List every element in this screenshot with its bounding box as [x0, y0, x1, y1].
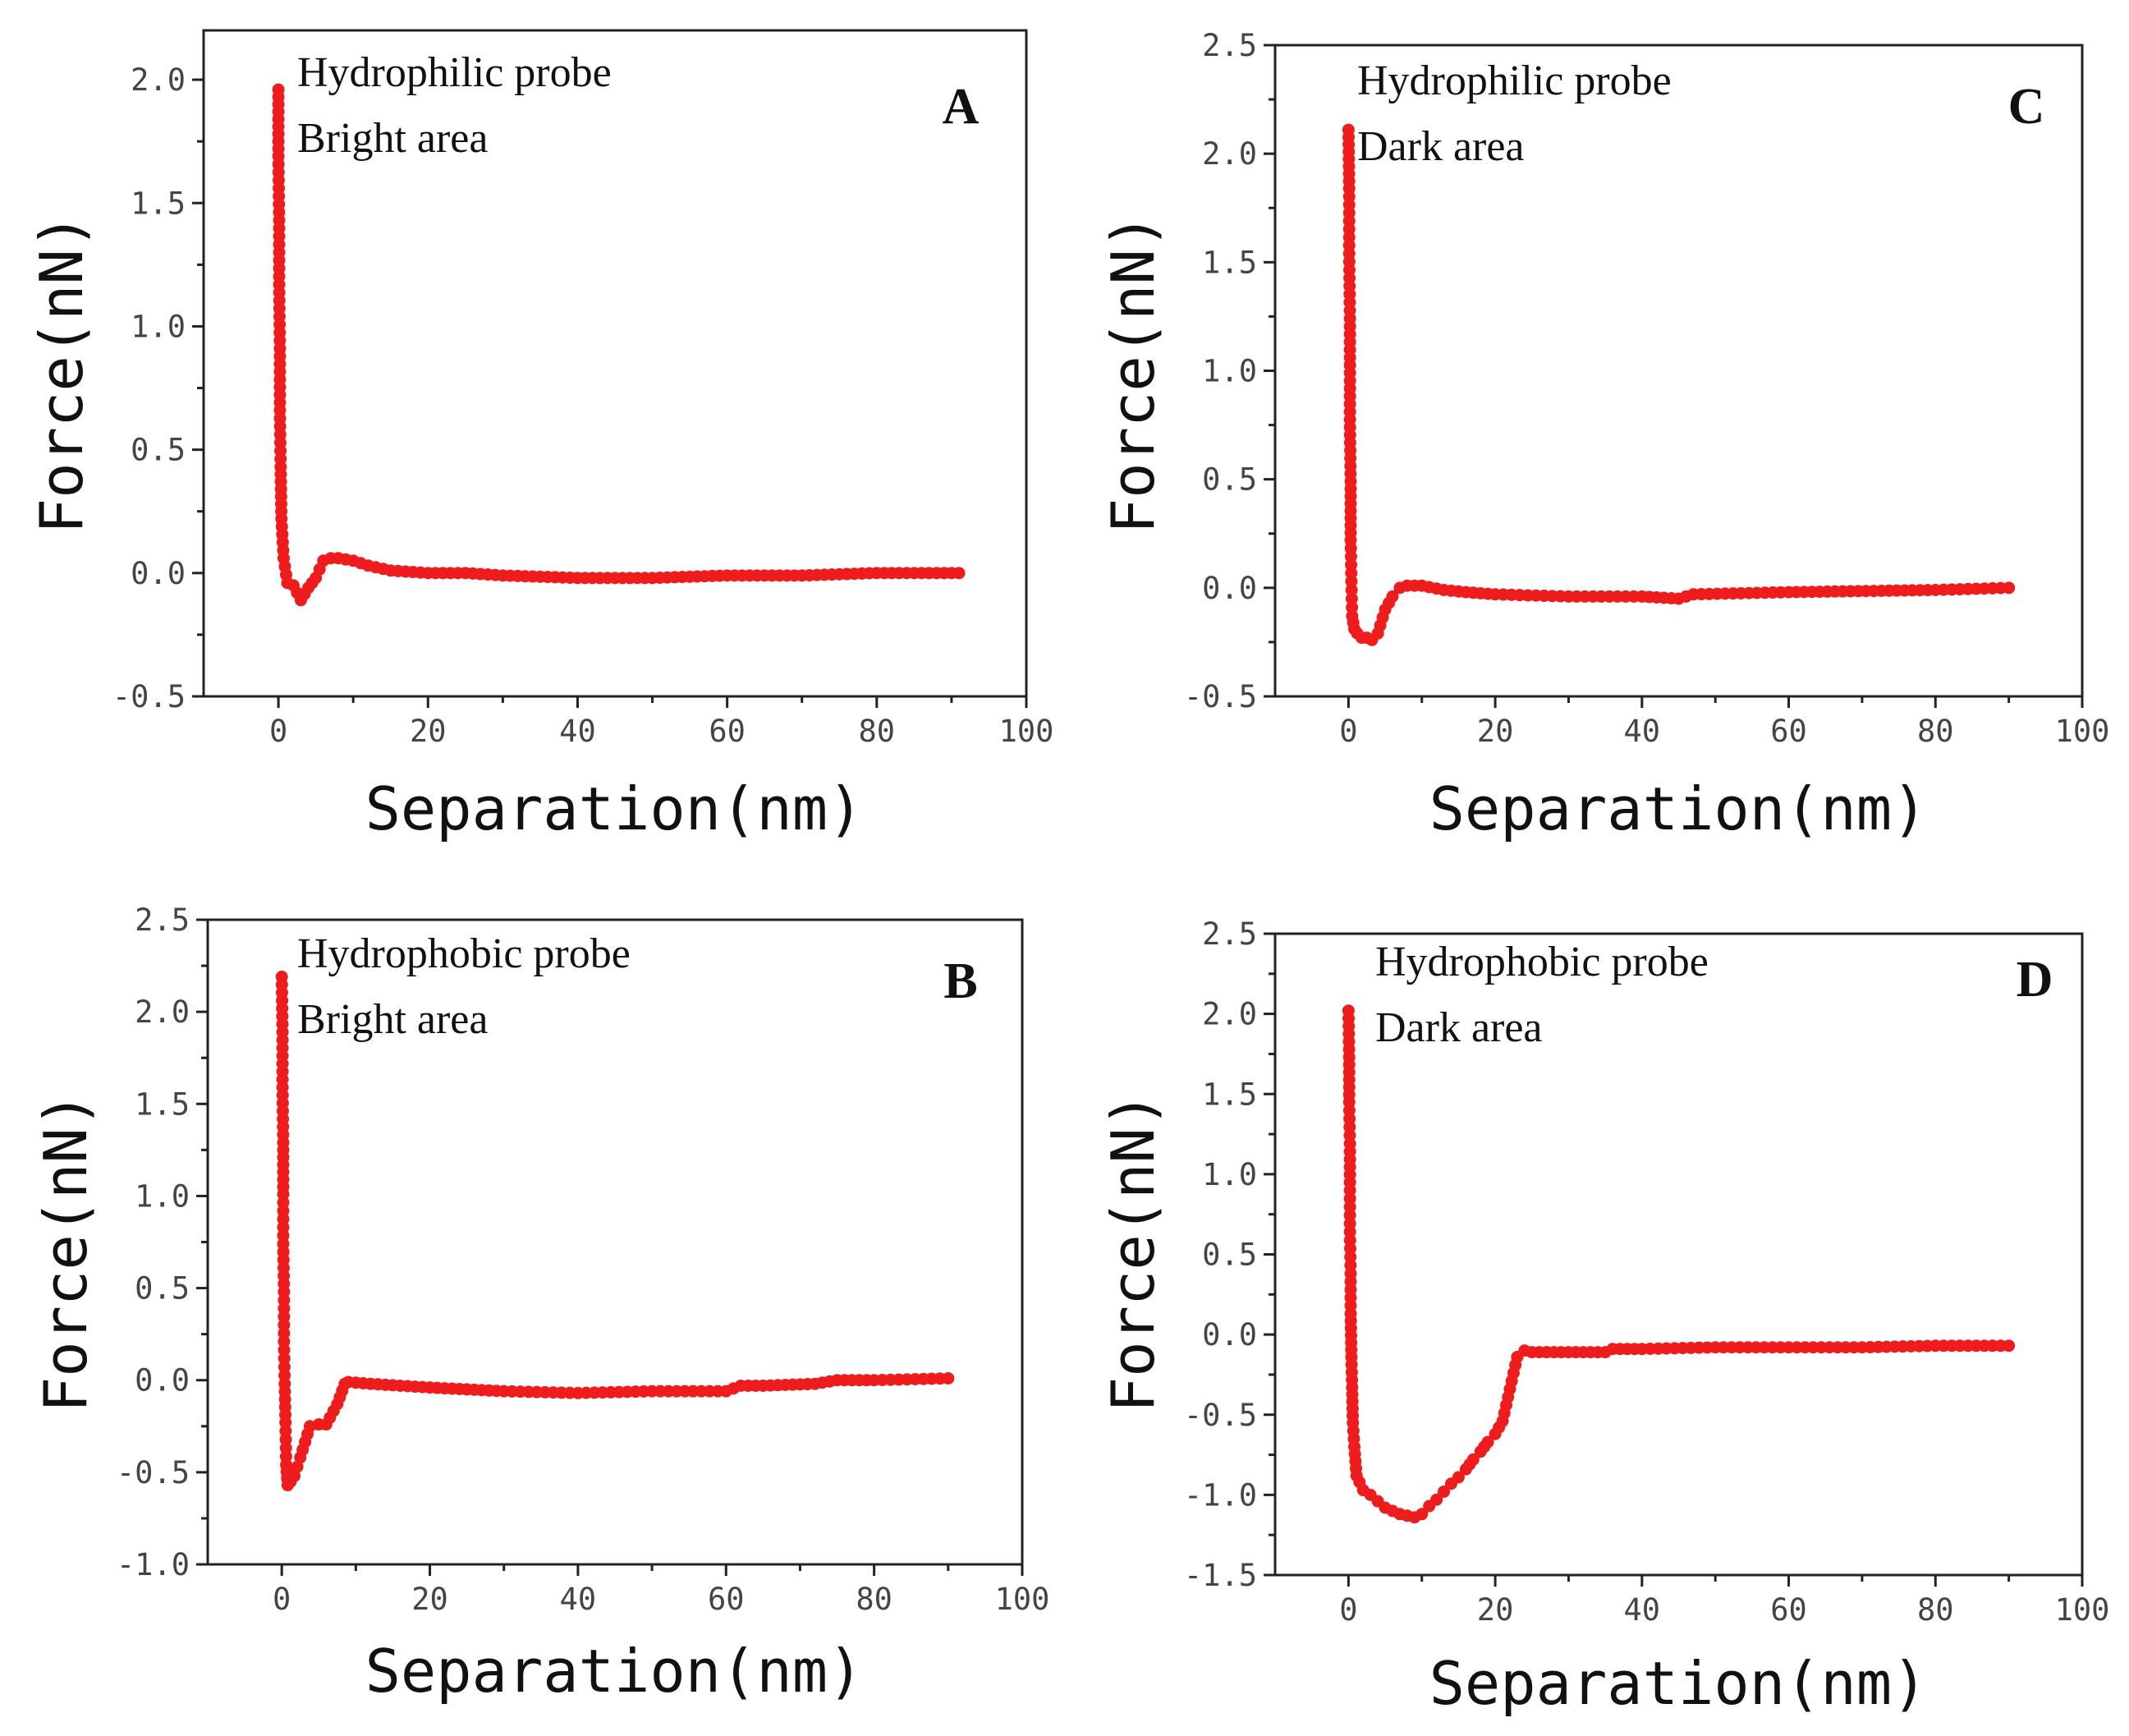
y-tick-label: 0.5 — [135, 1271, 190, 1307]
x-axis-title: Separation(nm) — [1429, 774, 1928, 843]
data-point — [1430, 1493, 1443, 1506]
data-point — [2003, 1339, 2016, 1353]
y-tick-label: 2.0 — [1202, 997, 1257, 1032]
y-tick-label: 0.5 — [1202, 1238, 1257, 1273]
y-axis-title: Force(nN) — [1099, 214, 1168, 534]
x-tick-label: 20 — [410, 714, 447, 749]
y-tick-label: 1.5 — [1202, 245, 1257, 280]
series-line — [1347, 130, 2009, 642]
y-tick-label: 1.5 — [131, 186, 186, 221]
annotation-line: Dark area — [1375, 1004, 1543, 1051]
y-axis-title: Force(nN) — [31, 1092, 100, 1412]
y-tick-label: 2.5 — [1202, 916, 1257, 952]
x-tick-label: 20 — [1477, 714, 1514, 749]
data-point — [1466, 1453, 1480, 1466]
y-tick-label: -1.5 — [1184, 1558, 1257, 1593]
x-tick-label: 0 — [269, 714, 287, 749]
y-tick-label: 0.0 — [135, 1363, 190, 1398]
panel-letter: B — [943, 953, 977, 1009]
annotation-line: Hydrophobic probe — [297, 930, 631, 977]
annotation-line: Hydrophilic probe — [297, 49, 612, 96]
x-tick-label: 80 — [859, 714, 896, 749]
y-tick-label: 1.0 — [131, 309, 186, 344]
data-point — [1452, 1471, 1465, 1484]
data-point — [1386, 590, 1399, 603]
x-axis-title: Separation(nm) — [365, 774, 864, 843]
x-tick-label: 100 — [995, 1582, 1050, 1617]
x-tick-label: 60 — [1770, 714, 1807, 749]
y-tick-label: 1.5 — [135, 1086, 190, 1122]
x-tick-label: 40 — [1624, 1592, 1661, 1628]
x-axis-title: Separation(nm) — [365, 1637, 864, 1706]
y-tick-label: -1.0 — [1184, 1477, 1257, 1513]
y-tick-label: 1.5 — [1202, 1077, 1257, 1112]
y-tick-label: 2.5 — [1202, 28, 1257, 63]
annotation-line: Hydrophobic probe — [1375, 939, 1709, 985]
plot-frame — [202, 29, 1028, 698]
y-tick-label: -0.5 — [1184, 679, 1257, 714]
y-tick-label: -0.5 — [117, 1455, 190, 1490]
annotation-line: Bright area — [297, 115, 488, 162]
x-tick-label: 100 — [2055, 1592, 2110, 1628]
y-tick-label: 1.0 — [1202, 354, 1257, 389]
x-tick-label: 60 — [1770, 1592, 1807, 1628]
panel-letter: A — [943, 79, 980, 135]
data-point — [1345, 583, 1358, 596]
panel-letter: C — [2008, 79, 2045, 135]
data-point — [942, 1371, 955, 1385]
annotation-line: Dark area — [1357, 123, 1525, 170]
x-axis-title: Separation(nm) — [1429, 1649, 1928, 1718]
x-tick-label: 0 — [1339, 714, 1357, 749]
data-point — [1438, 1485, 1451, 1498]
y-tick-label: -0.5 — [112, 679, 186, 714]
x-tick-label: 100 — [999, 714, 1054, 749]
y-tick-label: -0.5 — [1184, 1398, 1257, 1433]
data-point — [1481, 1435, 1494, 1449]
y-tick-label: 2.5 — [135, 902, 190, 938]
data-point — [1345, 575, 1358, 588]
data-point — [1416, 1508, 1429, 1521]
x-tick-label: 80 — [1917, 1592, 1954, 1628]
x-tick-label: 20 — [1477, 1592, 1514, 1628]
x-tick-label: 60 — [709, 714, 746, 749]
chart-panel-b: 0 20 40 60 80 100 -1.0 -0.5 0.0 0.5 1.0 1.5 2.0 2.5 Se… — [31, 902, 1049, 1706]
y-tick-label: 0.0 — [1202, 571, 1257, 606]
y-tick-label: 0.5 — [131, 433, 186, 468]
chart-panel-c: 0 20 40 60 80 100 -0.5 0.0 0.5 1.0 1.5 2.0 2.5 Separa… — [1099, 28, 2109, 843]
y-tick-label: 2.0 — [131, 62, 186, 98]
series-line — [277, 90, 960, 603]
x-tick-label: 80 — [856, 1582, 892, 1617]
annotation-line: Bright area — [297, 996, 488, 1043]
x-tick-label: 0 — [273, 1582, 291, 1617]
y-tick-label: 0.0 — [131, 556, 186, 591]
y-tick-label: -1.0 — [117, 1547, 190, 1582]
x-tick-label: 0 — [1339, 1592, 1357, 1628]
annotation-line: Hydrophilic probe — [1357, 57, 1672, 104]
y-tick-label: 0.5 — [1202, 462, 1257, 498]
x-tick-label: 100 — [2055, 714, 2110, 749]
y-tick-label: 2.0 — [135, 994, 190, 1030]
x-tick-label: 40 — [1624, 714, 1661, 749]
data-point — [1346, 601, 1359, 614]
y-tick-label: 2.0 — [1202, 136, 1257, 172]
x-tick-label: 60 — [708, 1582, 745, 1617]
series-line — [280, 976, 948, 1489]
x-tick-label: 40 — [560, 1582, 597, 1617]
data-point — [2003, 581, 2016, 595]
x-tick-label: 80 — [1917, 714, 1954, 749]
data-point — [952, 567, 966, 580]
y-tick-label: 0.0 — [1202, 1317, 1257, 1353]
y-tick-label: 1.0 — [135, 1178, 190, 1214]
panel-letter: D — [2017, 952, 2053, 1008]
chart-panel-a: 0 20 40 60 80 100 -0.5 0.0 0.5 1.0 1.5 2.0 Separatio… — [27, 29, 1054, 843]
data-point — [1345, 592, 1358, 605]
x-tick-label: 20 — [411, 1582, 448, 1617]
series-line — [1347, 1010, 2009, 1519]
y-axis-title: Force(nN) — [27, 214, 96, 534]
y-axis-title: Force(nN) — [1099, 1092, 1168, 1412]
y-tick-label: 1.0 — [1202, 1157, 1257, 1192]
chart-panel-d: 0 20 40 60 80 100 -1.5 -1.0 -0.5 0.0 0.5 1.0 1.5 2.0 2… — [1099, 916, 2109, 1718]
x-tick-label: 40 — [559, 714, 596, 749]
